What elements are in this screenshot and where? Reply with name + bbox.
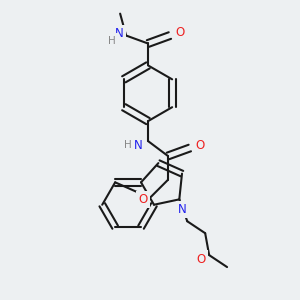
Text: H: H [124,140,132,150]
Text: O: O [195,139,204,152]
Text: O: O [175,26,184,39]
Text: O: O [196,253,206,266]
Text: O: O [138,193,148,206]
Text: N: N [115,27,124,40]
Text: N: N [178,203,187,216]
Text: N: N [134,139,142,152]
Text: H: H [108,35,116,46]
